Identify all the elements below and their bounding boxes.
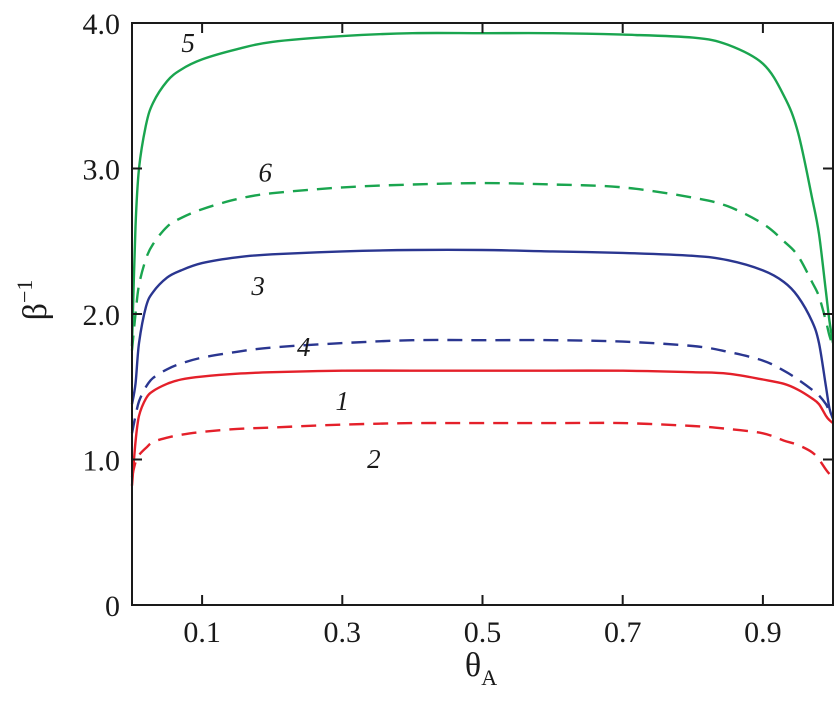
curve-label-4: 4 [297,332,311,362]
y-tick-label: 2.0 [83,299,121,332]
x-tick-label: 0.7 [604,616,642,649]
curve-label-1: 1 [336,386,350,416]
tick-labels: 0.1 0.3 0.5 0.7 0.9 0 1.0 2.0 3.0 4.0 [83,8,782,649]
curve-label-6: 6 [258,158,272,188]
curves-layer [130,31,834,486]
x-tick-label: 0.1 [183,616,221,649]
x-axis-title-main: θ [465,647,481,684]
curve-label-2: 2 [367,444,381,474]
x-axis-title-subscript: A [481,665,497,690]
curve-label-3: 3 [250,271,265,301]
series-line-1 [130,369,834,486]
y-axis-title-superscript: −1 [12,280,37,303]
series-line-4 [130,338,834,434]
y-tick-label: 1.0 [83,445,121,478]
curve-label-5: 5 [181,28,195,58]
y-tick-label: 3.0 [83,154,121,187]
series-line-6 [130,181,834,351]
x-tick-label: 0.9 [744,616,782,649]
axis-ticks [132,22,833,606]
x-tick-label: 0.3 [324,616,362,649]
y-tick-label: 4.0 [83,8,121,41]
x-axis-title: θA [465,647,497,690]
series-line-3 [130,248,834,420]
series-line-5 [130,31,834,347]
y-axis-title-main: β [17,303,54,320]
y-tick-label: 0 [105,590,120,623]
y-axis-title: β−1 [12,280,54,321]
x-tick-label: 0.5 [464,616,502,649]
plot-frame [131,22,834,606]
series-line-2 [130,421,834,478]
curve-labels: 5 6 3 412 [181,28,380,474]
